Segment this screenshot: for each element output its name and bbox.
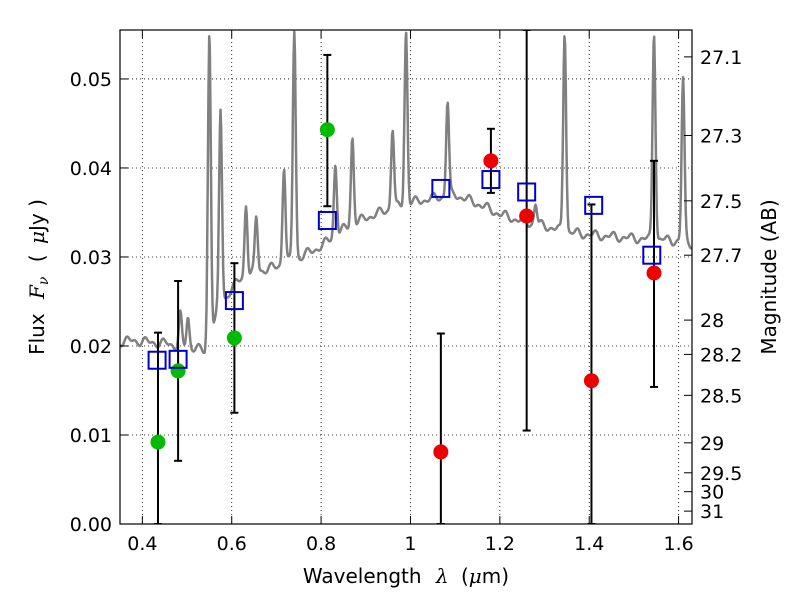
magnitude-tick-label: 28.5 <box>700 385 742 407</box>
y-tick-label: 0.05 <box>70 69 112 91</box>
model-point <box>147 350 167 370</box>
model-point <box>431 178 451 198</box>
y-axis-title-unit-rest: Jy ) <box>25 199 49 233</box>
magnitude-tick-label: 29.5 <box>700 463 742 485</box>
model-point <box>481 170 501 190</box>
y-axis-ticks: 0.00 0.01 0.02 0.03 0.04 0.05 <box>70 69 128 536</box>
x-axis-title-unit-open: ( <box>461 564 469 588</box>
y-axis-title: Flux Fν ( μJy ) <box>25 199 53 355</box>
magnitude-tick-label: 27.1 <box>700 47 742 69</box>
y-axis-title-unit-open: ( <box>25 254 49 262</box>
flux-point <box>226 330 242 346</box>
flux-point <box>583 373 599 389</box>
data-markers <box>147 122 662 460</box>
y-tick-label: 0.00 <box>70 514 112 536</box>
x-axis-title-unit-rest: m) <box>482 564 509 588</box>
magnitude-tick-label: 30 <box>700 482 724 504</box>
model-point <box>168 349 188 369</box>
magnitude-tick-label: 28.2 <box>700 344 742 366</box>
x-tick-label: 1.4 <box>574 533 604 555</box>
flux-point <box>150 434 166 450</box>
model-point <box>517 182 537 202</box>
x-axis-title-symbol: λ <box>435 564 449 588</box>
plot-frame <box>119 29 693 525</box>
x-axis-title-text: Wavelength <box>303 564 422 588</box>
y-tick-label: 0.01 <box>70 425 112 447</box>
y-tick-label: 0.02 <box>70 336 112 358</box>
flux-point <box>170 363 186 379</box>
magnitude-tick-label: 27.3 <box>700 125 742 147</box>
magnitude-tick-label: 27.5 <box>700 191 742 213</box>
magnitude-tick-label: 29 <box>700 433 724 455</box>
x-axis-title-unit-mu: μ <box>469 564 482 588</box>
y-axis-title-symbol: F <box>25 284 49 300</box>
y-axis-title-unit-mu: μ <box>25 231 49 244</box>
x-axis-title: Wavelength λ (μm) <box>303 564 509 588</box>
flux-point <box>646 265 662 281</box>
flux-point <box>433 444 449 460</box>
magnitude-axis-title: Magnitude (AB) <box>757 199 781 354</box>
x-tick-label: 0.6 <box>217 533 247 555</box>
model-point <box>584 195 604 215</box>
flux-point <box>483 153 499 169</box>
y-tick-label: 0.04 <box>70 158 112 180</box>
x-tick-label: 0.8 <box>306 533 336 555</box>
flux-point <box>319 122 335 138</box>
model-point <box>642 245 662 265</box>
y-axis-title-text: Flux <box>25 313 49 355</box>
y-tick-label: 0.03 <box>70 247 112 269</box>
y-axis-title-subscript: ν <box>36 276 52 285</box>
magnitude-tick-label: 28 <box>700 310 724 332</box>
model-spectrum-line <box>120 30 692 355</box>
x-tick-label: 0.4 <box>127 533 157 555</box>
x-tick-label: 1.6 <box>663 533 693 555</box>
x-axis-ticks: 0.4 0.6 0.8 1 1.2 1.4 1.6 <box>127 30 694 555</box>
x-tick-label: 1.2 <box>485 533 515 555</box>
model-point <box>224 291 244 311</box>
model-point <box>317 210 337 230</box>
x-tick-label: 1 <box>404 533 416 555</box>
magnitude-tick-label: 27.7 <box>700 245 742 267</box>
flux-point <box>519 208 535 224</box>
magnitude-tick-label: 31 <box>700 501 724 523</box>
